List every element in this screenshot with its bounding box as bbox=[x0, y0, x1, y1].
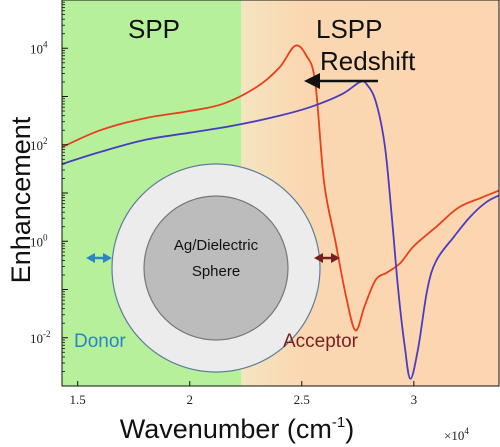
acceptor-arrow-icon bbox=[314, 253, 340, 263]
y-axis-ticks: 10-2 100 102 104 bbox=[30, 0, 68, 387]
series-line-red bbox=[62, 44, 499, 332]
y-tick-label: 102 bbox=[30, 136, 48, 153]
sphere-label-line1: Ag/Dielectric bbox=[174, 237, 259, 254]
series-line-blue bbox=[62, 80, 499, 380]
x-tick-label: 3 bbox=[411, 392, 418, 407]
ag-core bbox=[143, 195, 289, 341]
x-axis-label-sup: -1 bbox=[332, 414, 345, 431]
x-multiplier-exp: 4 bbox=[464, 426, 469, 436]
x-axis-ticks: 1.5 2 2.5 3 bbox=[70, 381, 418, 407]
donor-label: Donor bbox=[74, 331, 126, 352]
x-tick-label: 1.5 bbox=[70, 392, 86, 407]
y-tick-label: 10-2 bbox=[30, 329, 51, 346]
x-axis-label: Wavenumber (cm-1) bbox=[120, 414, 354, 444]
redshift-annotation: Redshift bbox=[320, 46, 416, 76]
acceptor-label: Acceptor bbox=[283, 331, 359, 352]
donor-arrow-icon bbox=[86, 253, 112, 263]
sphere-label-line2: Sphere bbox=[192, 263, 240, 280]
y-tick-label: 100 bbox=[30, 232, 48, 249]
x-multiplier-base: ×10 bbox=[444, 428, 464, 443]
x-axis-label-main: Wavenumber (cm bbox=[120, 414, 332, 444]
y-axis-label: Enhancement bbox=[6, 116, 36, 283]
x-tick-label: 2 bbox=[186, 392, 193, 407]
x-multiplier: ×104 bbox=[444, 426, 469, 443]
redshift-arrow-head bbox=[304, 73, 320, 89]
region-label-lspp: LSPP bbox=[316, 14, 383, 44]
x-tick-label: 2.5 bbox=[294, 392, 310, 407]
region-label-spp: SPP bbox=[128, 14, 180, 44]
x-axis-label-end: ) bbox=[345, 414, 354, 444]
series-layer bbox=[62, 44, 499, 380]
y-tick-label: 104 bbox=[30, 39, 48, 56]
